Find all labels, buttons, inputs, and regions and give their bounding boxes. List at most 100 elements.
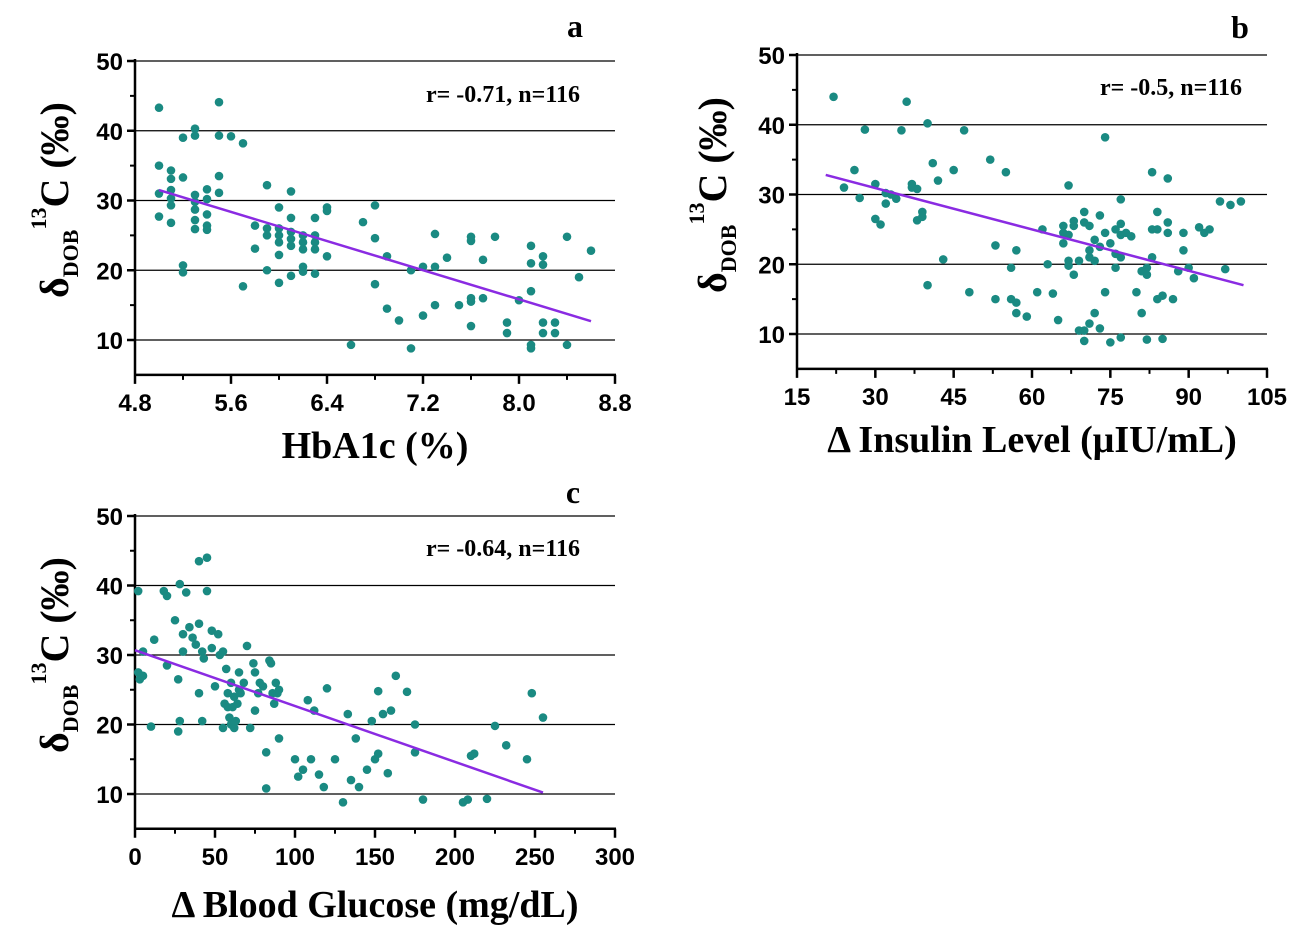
data-point: [394, 316, 404, 325]
data-point: [362, 765, 372, 774]
data-point: [166, 166, 176, 175]
data-point: [190, 224, 200, 234]
data-point: [162, 591, 172, 601]
y-tick-label: 40: [96, 119, 123, 146]
data-point: [194, 619, 204, 629]
chart-panel-a: 10 20 30 40 50 4.8 5.6 6.4 7.2 8.0 8.8 r= -0.71, n=…: [26, 8, 632, 467]
data-point: [1168, 294, 1178, 304]
data-point: [1179, 246, 1188, 255]
data-point: [442, 253, 452, 262]
panel-label: a: [567, 8, 583, 44]
x-axis-label: Δ Insulin Level (μIU/mL): [827, 419, 1237, 461]
data-point: [214, 97, 224, 107]
data-point: [242, 641, 252, 651]
data-point: [319, 782, 329, 792]
data-point: [202, 225, 212, 235]
data-point: [370, 233, 380, 243]
data-point: [197, 716, 207, 726]
y-tick-label: 10: [96, 782, 123, 809]
data-point: [185, 622, 194, 632]
x-tick-label: 6.4: [310, 390, 344, 417]
data-point: [149, 635, 159, 645]
correlation-annotation: r= -0.5, n=116: [1100, 75, 1242, 101]
data-point: [310, 238, 320, 247]
data-point: [490, 232, 500, 242]
data-point: [985, 155, 995, 164]
data-point: [322, 206, 332, 216]
data-point: [154, 103, 164, 113]
data-point: [274, 231, 284, 240]
y-tick-label: 30: [96, 189, 123, 216]
x-tick-label: 300: [595, 844, 635, 871]
data-point: [261, 748, 271, 757]
data-point: [1074, 256, 1084, 266]
data-point: [1069, 270, 1079, 280]
data-point: [1226, 200, 1235, 210]
data-point: [1158, 291, 1167, 300]
data-point: [346, 775, 356, 785]
data-point: [221, 664, 231, 674]
chart-panel-c: 10 20 30 40 50 0 50 100 150 200 250 300 r= -0.64, n=…: [26, 474, 635, 926]
data-point: [1064, 181, 1073, 190]
x-tick-label: 30: [862, 384, 889, 411]
data-point: [239, 678, 249, 688]
data-point: [274, 278, 284, 288]
data-point: [1111, 263, 1120, 273]
y-tick-label: 10: [96, 328, 123, 355]
data-point: [1205, 225, 1214, 234]
data-point: [402, 687, 412, 697]
data-point: [430, 300, 440, 310]
data-point: [1163, 218, 1173, 227]
y-tick-label: 50: [96, 49, 123, 76]
data-point: [466, 236, 476, 246]
data-point: [1006, 263, 1016, 273]
data-point: [194, 688, 204, 698]
data-point: [1095, 324, 1105, 333]
data-point: [190, 205, 200, 214]
x-tick-label: 105: [1247, 384, 1287, 411]
data-point: [238, 281, 248, 291]
data-point: [1085, 319, 1094, 328]
data-point: [133, 586, 143, 596]
x-tick-label: 60: [1019, 384, 1046, 411]
x-tick-label: 75: [1097, 384, 1124, 411]
y-tick-label: 40: [96, 574, 123, 601]
data-point: [1059, 239, 1068, 248]
data-point: [286, 234, 296, 244]
data-point: [902, 97, 911, 107]
data-point: [233, 699, 242, 708]
data-point: [897, 126, 906, 135]
data-point: [225, 713, 234, 722]
data-point: [1079, 326, 1089, 335]
data-point: [274, 734, 284, 743]
data-point: [1043, 259, 1052, 269]
x-tick-label: 8.0: [502, 390, 535, 417]
data-point: [1012, 308, 1021, 318]
data-point: [181, 588, 191, 597]
panel-label: b: [1231, 9, 1249, 45]
data-point: [166, 174, 176, 184]
chart-panel-b: 10 20 30 40 50 15 30 45 60 75 90 105 r= -0.5, n=116 b…: [684, 9, 1287, 461]
data-point: [1012, 246, 1021, 255]
data-point: [391, 671, 401, 681]
data-point: [1059, 221, 1068, 231]
data-point: [1126, 232, 1136, 241]
data-point: [959, 126, 969, 135]
data-point: [338, 798, 348, 807]
x-tick-label: 100: [275, 844, 315, 871]
data-point: [562, 340, 572, 350]
data-point: [378, 709, 388, 719]
data-point: [249, 659, 258, 668]
y-tick-label: 40: [758, 113, 785, 140]
correlation-annotation: r= -0.64, n=116: [426, 536, 580, 562]
data-point: [298, 765, 308, 774]
data-point: [1116, 219, 1126, 229]
data-point: [310, 269, 320, 279]
data-point: [1163, 228, 1173, 238]
data-point: [166, 194, 176, 203]
data-point: [175, 716, 185, 726]
data-point: [550, 318, 560, 327]
data-point: [298, 238, 308, 247]
data-point: [306, 754, 316, 764]
data-point: [1111, 225, 1120, 234]
